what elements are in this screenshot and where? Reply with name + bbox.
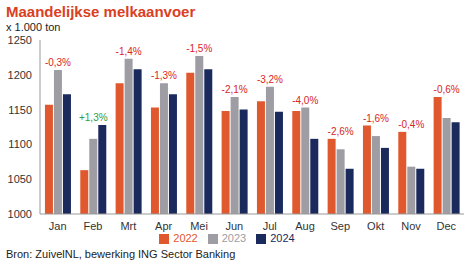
svg-text:1200: 1200 (8, 69, 32, 81)
svg-text:Mei: Mei (190, 220, 208, 232)
svg-text:Mrt: Mrt (120, 220, 136, 232)
html-text:2024: 2024 (270, 232, 295, 244)
svg-text:-1,4%: -1,4% (116, 46, 142, 57)
svg-text:+1,3%: +1,3% (79, 112, 108, 123)
svg-text:-2,6%: -2,6% (328, 126, 354, 137)
svg-text:-1,3%: -1,3% (151, 70, 177, 81)
svg-text:-2,1%: -2,1% (222, 84, 248, 95)
svg-text:1000: 1000 (8, 208, 32, 220)
svg-text:-4,0%: -4,0% (292, 95, 318, 106)
svg-text:-1,6%: -1,6% (363, 113, 389, 124)
svg-text:Jul: Jul (263, 220, 277, 232)
svg-text:-0,6%: -0,6% (434, 84, 460, 95)
html-text:Maandelijkse melkaanvoer: Maandelijkse melkaanvoer (6, 3, 196, 20)
svg-text:Jan: Jan (49, 220, 67, 232)
svg-text:-1,5%: -1,5% (186, 43, 212, 54)
html-text:Bron: ZuivelNL, bewerking ING: Bron: ZuivelNL, bewerking ING Sector Ban… (6, 248, 236, 260)
svg-text:-0,3%: -0,3% (45, 57, 71, 68)
html-text:2022: 2022 (173, 232, 198, 244)
svg-text:Dec: Dec (437, 220, 457, 232)
svg-text:Okt: Okt (367, 220, 384, 232)
svg-text:1250: 1250 (8, 34, 32, 46)
svg-text:Aug: Aug (295, 220, 315, 232)
svg-text:Jun: Jun (225, 220, 243, 232)
svg-text:-0,4%: -0,4% (398, 119, 424, 130)
svg-text:1100: 1100 (8, 138, 32, 150)
svg-text:1150: 1150 (8, 104, 32, 116)
svg-text:Apr: Apr (155, 220, 172, 232)
html-text:2023: 2023 (221, 232, 247, 244)
svg-text:-3,2%: -3,2% (257, 74, 283, 85)
svg-text:1050: 1050 (8, 173, 32, 185)
svg-text:Sep: Sep (331, 220, 351, 232)
svg-text:Feb: Feb (84, 220, 103, 232)
html-text:x 1.000 ton: x 1.000 ton (6, 21, 61, 33)
svg-text:Nov: Nov (401, 220, 421, 232)
